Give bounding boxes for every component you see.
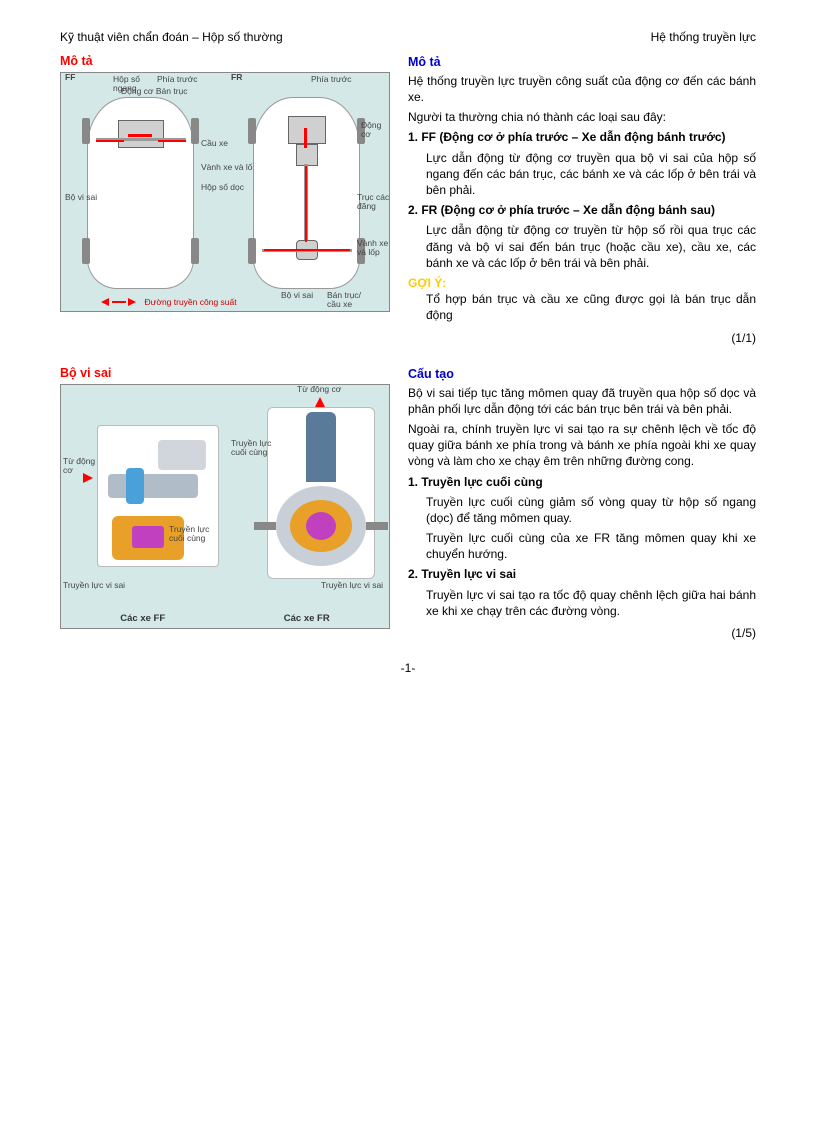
legend-text: Đường truyền công suất — [145, 297, 237, 307]
arrow-down-icon — [315, 397, 325, 407]
s1-item2-h: 2. FR (Động cơ ở phía trước – Xe dẫn độn… — [408, 202, 756, 218]
fr-differential — [267, 407, 375, 579]
section-2-text-title: Cấu tạo — [408, 366, 756, 383]
lbl-phia-truoc-1: Phía trước — [157, 75, 198, 84]
arrow-right-icon — [83, 473, 93, 483]
lbl-truyen-luc-visai-1: Truyền lực vi sai — [63, 581, 125, 590]
s2-para2: Ngoài ra, chính truyền lực vi sai tạo ra… — [408, 421, 756, 470]
section-2-text-col: Cấu tạo Bộ vi sai tiếp tục tăng mômen qu… — [408, 366, 756, 642]
s2-pageref: (1/5) — [408, 625, 756, 641]
s2-para1: Bộ vi sai tiếp tục tăng mômen quay đã tr… — [408, 385, 756, 417]
car-fr — [253, 97, 360, 289]
lbl-bo-vi-sai-1: Bộ vi sai — [65, 193, 97, 202]
lbl-truyen-luc-visai-2: Truyền lực vi sai — [321, 581, 383, 590]
s2-item2-h: 2. Truyền lực vi sai — [408, 566, 756, 582]
lbl-cau-xe: Cầu xe — [201, 139, 228, 148]
lbl-tu-dong-co-top: Từ động cơ — [297, 385, 341, 394]
lbl-truyen-luc-cuoi-1: Truyền lực cuối cùng — [231, 439, 279, 458]
section-1: Mô tả FF FR Hộp số ngang Phía trước Phía… — [60, 54, 756, 346]
header-right: Hệ thống truyền lực — [651, 30, 756, 44]
s1-item2-b: Lực dẫn động từ động cơ truyền từ hộp số… — [426, 222, 756, 271]
lbl-truc-cac-dang: Trục các đăng — [357, 193, 397, 212]
s1-item1-h: 1. FF (Động cơ ở phía trước – Xe dẫn độn… — [408, 129, 756, 145]
section-1-text-col: Mô tả Hệ thống truyền lực truyền công su… — [408, 54, 756, 346]
lbl-phia-truoc-2: Phía trước — [311, 75, 352, 84]
section-2-figure-col: Bộ vi sai Từ động cơ Từ động cơ — [60, 366, 390, 642]
section-2-fig-title: Bộ vi sai — [60, 366, 390, 380]
s2-item2-b: Truyền lực vi sai tạo ra tốc độ quay chê… — [426, 587, 756, 619]
lbl-dong-co-ban-truc: Động cơ Bán trục — [121, 87, 188, 96]
legend-arrow-icon — [101, 298, 109, 306]
lbl-truyen-luc-cuoi-2: Truyền lực cuối cùng — [169, 525, 217, 544]
lbl-tu-dong-co-left: Từ động cơ — [63, 457, 99, 476]
s2-item1-h: 1. Truyền lực cuối cùng — [408, 474, 756, 490]
s1-intro2: Người ta thường chia nó thành các loại s… — [408, 109, 756, 125]
page-number: -1- — [60, 661, 756, 675]
tag-fr: FR — [231, 73, 242, 82]
s1-pageref: (1/1) — [408, 330, 756, 346]
s1-item1-b: Lực dẫn động từ động cơ truyền qua bộ vi… — [426, 150, 756, 199]
lbl-dong-co: Động cơ — [361, 121, 389, 140]
caption-fr: Các xe FR — [284, 613, 330, 624]
s2-item1-b2: Truyền lực cuối cùng của xe FR tăng môme… — [426, 530, 756, 562]
ff-transaxle — [97, 425, 219, 567]
section-1-text-title: Mô tả — [408, 54, 756, 71]
lbl-bo-vi-sai-2: Bộ vi sai — [281, 291, 313, 300]
tag-ff: FF — [65, 73, 75, 82]
section-1-fig-title: Mô tả — [60, 54, 390, 68]
caption-ff: Các xe FF — [120, 613, 165, 624]
header-left: Kỹ thuật viên chẩn đoán – Hộp số thường — [60, 30, 283, 44]
hint-body: Tổ hợp bán trục và cầu xe cũng được gọi … — [426, 291, 756, 323]
section-2: Bộ vi sai Từ động cơ Từ động cơ — [60, 366, 756, 642]
hint-label: GỢI Ý: — [408, 275, 756, 291]
lbl-ban-truc-cau: Bán trục/ cầu xe — [327, 291, 377, 310]
s1-intro1: Hệ thống truyền lực truyền công suất của… — [408, 73, 756, 105]
lbl-vanh-xe-lop-2: Vành xe và lốp — [357, 239, 397, 258]
section-1-figure-col: Mô tả FF FR Hộp số ngang Phía trước Phía… — [60, 54, 390, 346]
s2-item1-b1: Truyền lực cuối cùng giảm số vòng quay t… — [426, 494, 756, 526]
page: Kỹ thuật viên chẩn đoán – Hộp số thường … — [0, 0, 816, 715]
car-ff — [87, 97, 194, 289]
lbl-hop-so-doc: Hộp số dọc — [201, 183, 244, 192]
figure-differential: Từ động cơ Từ động cơ — [60, 384, 390, 629]
page-header: Kỹ thuật viên chẩn đoán – Hộp số thường … — [60, 30, 756, 44]
figure-drivetrain-layouts: FF FR Hộp số ngang Phía trước Phía trước… — [60, 72, 390, 312]
legend-row: Đường truyền công suất — [101, 297, 237, 307]
